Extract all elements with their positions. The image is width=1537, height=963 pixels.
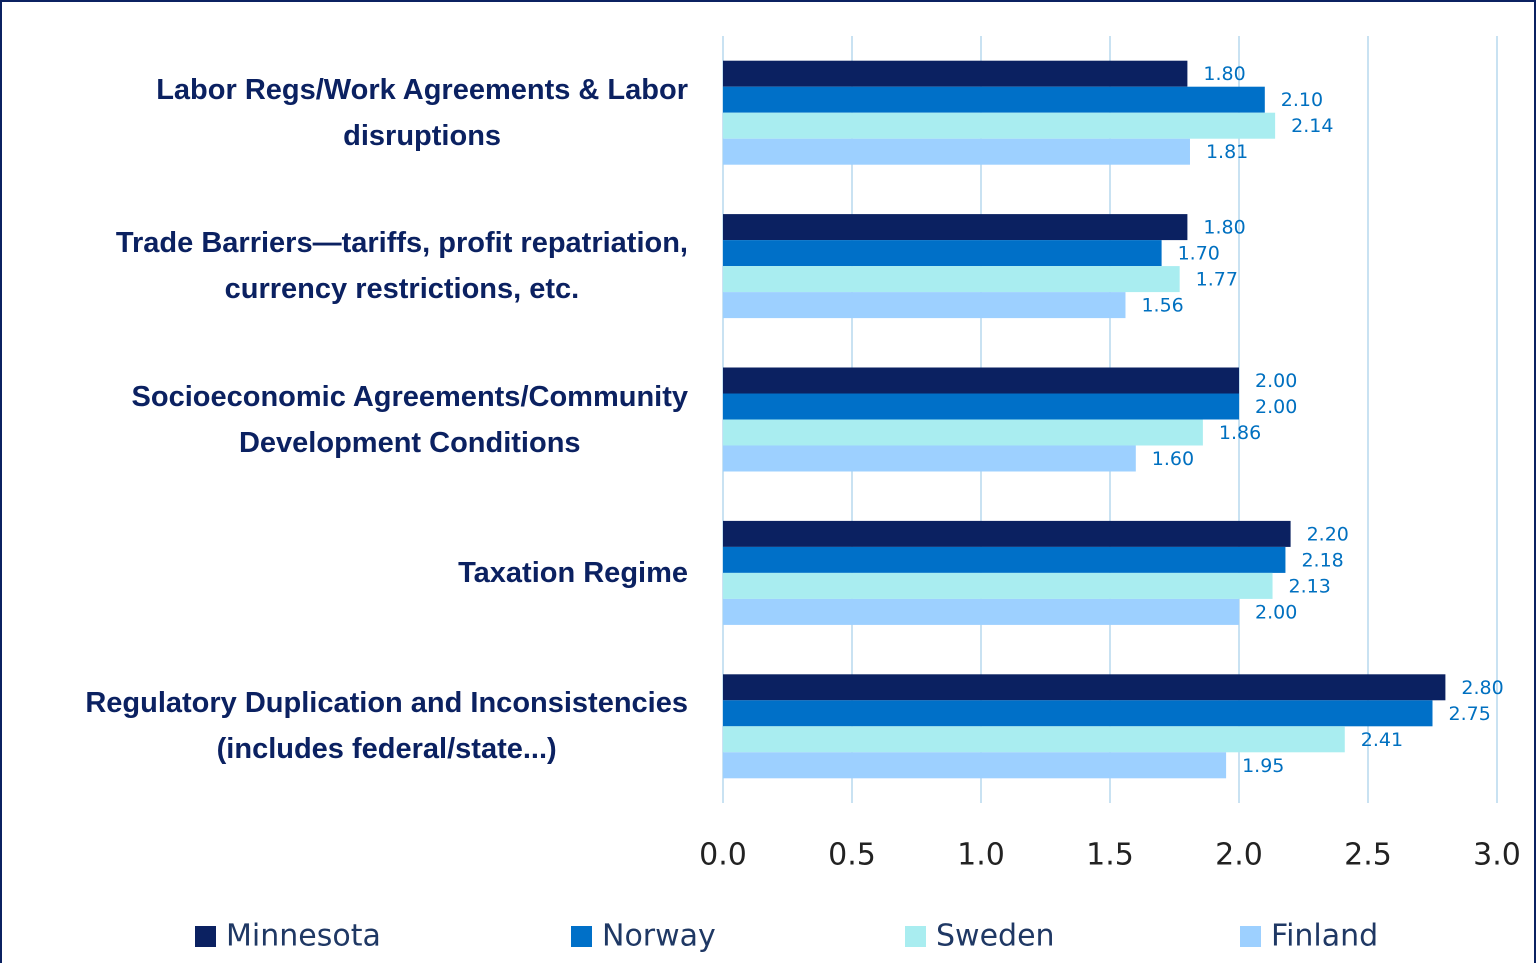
category-label-line: Development Conditions	[238, 426, 581, 459]
category-label: Socioeconomic Agreements/Community Develo…	[132, 374, 688, 466]
category-label: Trade Barriers—tariffs, profit repatriat…	[116, 220, 688, 312]
bar	[723, 726, 1345, 753]
bar	[723, 752, 1227, 779]
bar	[723, 445, 1136, 472]
legend-swatch	[905, 926, 926, 947]
x-tick-label: 0.5	[828, 838, 876, 873]
category-label-line: Trade Barriers—tariffs, profit repatriat…	[115, 227, 688, 260]
bar	[723, 546, 1286, 573]
bar	[723, 367, 1239, 394]
category-label-line: disruptions	[343, 119, 502, 152]
x-tick-label: 1.5	[1086, 838, 1134, 873]
value-label: 1.80	[1203, 217, 1245, 239]
category-label: Labor Regs/Work Agreements & Labor disrup…	[156, 67, 688, 159]
category-label: Regulatory Duplication and Inconsistenci…	[85, 680, 688, 772]
legend-swatch	[1240, 926, 1261, 947]
legend-label: Minnesota	[226, 919, 381, 954]
bar	[723, 393, 1239, 420]
bar	[723, 598, 1239, 625]
bar	[723, 292, 1126, 319]
value-label: 2.80	[1461, 677, 1503, 699]
category-label-line: Socioeconomic Agreements/Community	[131, 380, 688, 413]
bar	[723, 60, 1188, 87]
value-label: 2.13	[1289, 575, 1331, 597]
category-label-line: Labor Regs/Work Agreements & Labor	[156, 73, 688, 106]
bar	[723, 86, 1265, 113]
x-tick-label: 2.0	[1215, 838, 1263, 873]
legend-label: Sweden	[936, 919, 1055, 954]
bar	[723, 112, 1276, 139]
value-label: 1.86	[1219, 422, 1261, 444]
value-label: 2.00	[1255, 370, 1297, 392]
x-tick-label: 3.0	[1473, 838, 1521, 873]
value-label: 2.14	[1291, 115, 1333, 137]
legend-label: Finland	[1271, 919, 1378, 954]
value-label: 1.60	[1152, 448, 1194, 470]
legend-swatch	[195, 926, 216, 947]
bar	[723, 700, 1433, 727]
value-label: 1.80	[1203, 63, 1245, 85]
bar	[723, 240, 1162, 267]
category-label: Taxation Regime	[458, 550, 688, 596]
bar	[723, 419, 1203, 446]
x-tick-label: 2.5	[1344, 838, 1392, 873]
value-label: 1.70	[1178, 243, 1220, 265]
value-label: 1.81	[1206, 141, 1248, 163]
value-label: 2.10	[1281, 89, 1323, 111]
x-tick-label: 1.0	[957, 838, 1005, 873]
category-label-line: currency restrictions, etc.	[224, 273, 580, 306]
bar	[723, 214, 1188, 241]
bar	[723, 674, 1446, 701]
bar	[723, 266, 1180, 293]
bar	[723, 520, 1291, 547]
category-label-line: Regulatory Duplication and Inconsistenci…	[85, 687, 688, 720]
bar	[723, 138, 1190, 165]
category-label-line: Taxation Regime	[458, 556, 688, 589]
value-label: 2.18	[1301, 549, 1343, 571]
bar	[723, 572, 1273, 599]
value-label: 1.56	[1141, 295, 1183, 317]
legend-swatch	[571, 926, 592, 947]
category-label-line: (includes federal/state...)	[216, 733, 557, 766]
legend-label: Norway	[602, 919, 716, 954]
value-label: 2.41	[1361, 729, 1403, 751]
value-label: 2.75	[1449, 703, 1491, 725]
x-tick-label: 0.0	[699, 838, 747, 873]
value-label: 2.00	[1255, 601, 1297, 623]
value-label: 1.77	[1196, 269, 1238, 291]
value-label: 1.95	[1242, 755, 1284, 777]
value-label: 2.00	[1255, 396, 1297, 418]
value-label: 2.20	[1307, 523, 1349, 545]
